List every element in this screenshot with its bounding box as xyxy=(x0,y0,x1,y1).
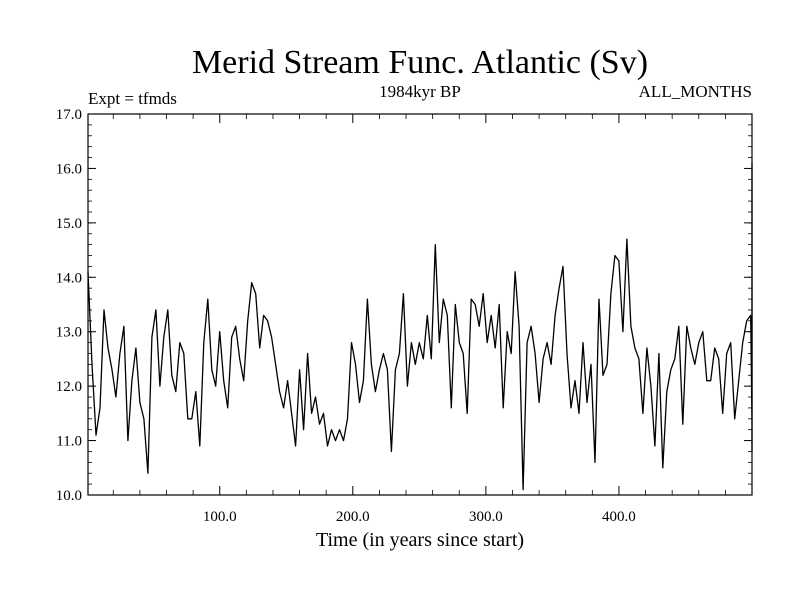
x-tick-label: 200.0 xyxy=(336,509,370,525)
y-tick-label: 15.0 xyxy=(56,216,82,232)
y-tick-label: 16.0 xyxy=(56,161,82,177)
y-tick-label: 11.0 xyxy=(56,434,82,450)
x-tick-label: 400.0 xyxy=(602,509,636,525)
y-tick-label: 17.0 xyxy=(56,107,82,123)
period-label: 1984kyr BP xyxy=(379,82,461,101)
experiment-label: Expt = tfmds xyxy=(88,89,177,108)
season-label: ALL_MONTHS xyxy=(639,82,752,101)
x-axis-label: Time (in years since start) xyxy=(316,529,524,551)
series-layer xyxy=(87,162,753,491)
y-tick-label: 13.0 xyxy=(56,325,82,341)
x-tick-label: 100.0 xyxy=(203,509,237,525)
chart-title: Merid Stream Func. Atlantic (Sv) xyxy=(192,44,648,81)
axis-ticks: 10.0 11.0 12.0 13.0 14.0 15.0 16.0 17.0 100.0 200… xyxy=(56,107,752,525)
plot-frame xyxy=(87,113,753,496)
x-tick-label: 300.0 xyxy=(469,509,503,525)
series-line xyxy=(87,162,753,491)
y-tick-label: 12.0 xyxy=(56,379,82,395)
y-tick-label: 10.0 xyxy=(56,488,82,504)
y-tick-label: 14.0 xyxy=(56,270,82,286)
